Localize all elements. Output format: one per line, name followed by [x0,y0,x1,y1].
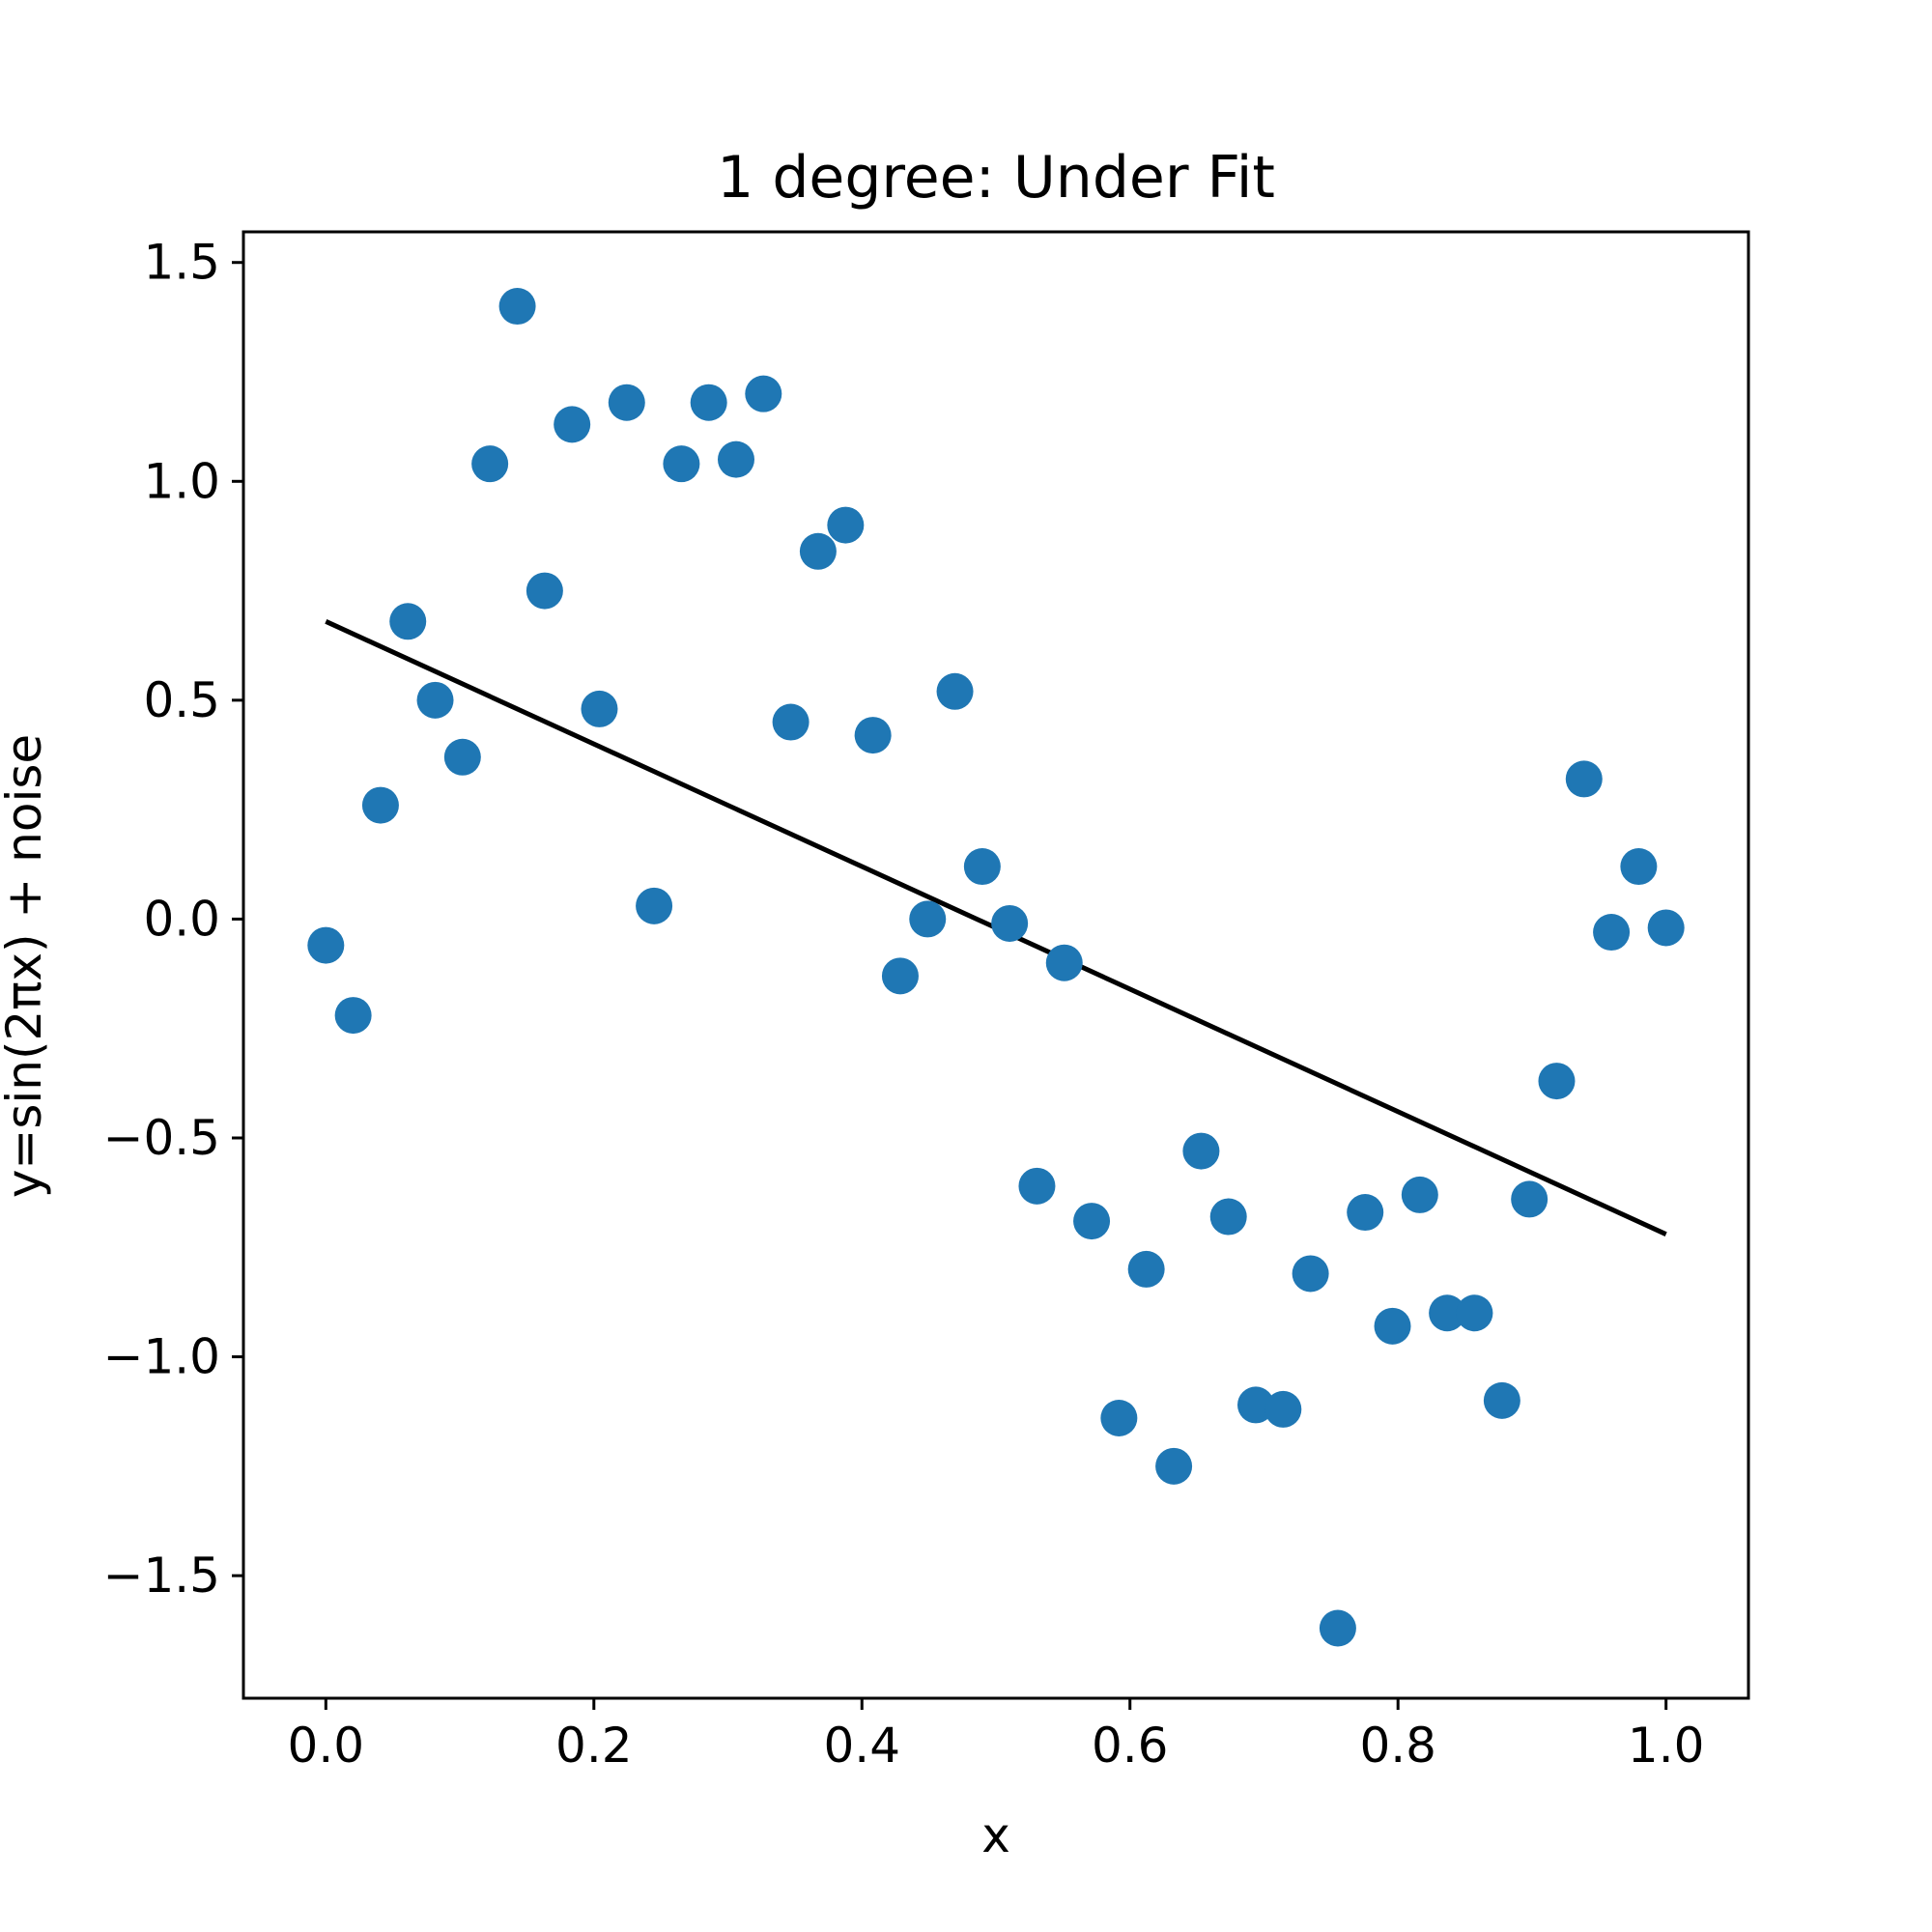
data-point [1018,1167,1056,1205]
y-tick-label: −1.5 [103,1548,220,1604]
x-tick-label: 0.6 [1092,1718,1169,1774]
data-point [1127,1250,1165,1288]
data-point [1620,848,1658,886]
data-point [636,887,673,924]
data-point [1401,1176,1438,1213]
data-point [1647,909,1685,947]
data-point [1264,1390,1302,1428]
data-point [1073,1203,1111,1240]
data-point [963,848,1001,886]
data-point [526,572,563,610]
data-point [554,406,591,443]
data-point [1429,1294,1466,1332]
data-point [1209,1198,1247,1236]
data-point [1100,1399,1138,1436]
x-tick-label: 0.8 [1359,1718,1436,1774]
data-point [361,786,399,824]
data-point [1319,1609,1356,1647]
y-tick-label: 1.5 [143,235,220,291]
data-point [307,926,345,964]
data-point [1456,1294,1493,1332]
x-axis-ticks: 0.0 0.2 0.4 0.6 0.8 1.0 [288,1698,1705,1774]
y-axis-ticks: 1.5 1.0 0.5 0.0 −0.5 −1.0 −1.5 [103,235,243,1604]
data-point [389,603,427,640]
data-point [1538,1063,1576,1100]
x-tick-label: 0.2 [555,1718,633,1774]
data-point [1182,1132,1220,1170]
y-tick-label: −1.0 [103,1329,220,1385]
y-tick-label: −0.5 [103,1110,220,1166]
y-axis-label: y=sin(2πx) + noise [0,734,52,1198]
data-point [717,440,754,478]
data-point [1292,1255,1329,1293]
data-point [1511,1180,1548,1218]
data-point [909,900,947,938]
plot-marks [307,288,1685,1647]
data-point [1593,914,1631,952]
data-point [471,445,509,483]
data-point [1565,760,1603,798]
y-tick-label: 1.0 [143,453,220,509]
data-point [443,738,481,776]
y-tick-label: 0.5 [143,672,220,728]
data-point [827,506,865,544]
data-point [936,672,974,710]
data-point [663,445,700,483]
data-point [1347,1194,1384,1232]
data-point [1155,1447,1193,1485]
data-point [991,904,1029,942]
data-point [334,997,372,1035]
data-point [745,375,782,412]
data-point [608,384,645,421]
data-point [690,384,727,421]
data-point [498,288,536,326]
data-point [1045,944,1083,981]
x-tick-label: 1.0 [1628,1718,1705,1774]
data-point [1483,1381,1520,1419]
x-tick-label: 0.4 [823,1718,900,1774]
data-point [881,957,919,995]
x-axis-label: x [981,1807,1010,1863]
x-tick-label: 0.0 [288,1718,365,1774]
data-point [799,532,837,570]
plot-frame [242,230,1750,1700]
data-point [772,703,810,741]
data-point [581,690,618,727]
data-point [1237,1386,1275,1424]
y-tick-label: 0.0 [143,891,220,947]
data-point [1374,1307,1411,1345]
chart-title: 1 degree: Under Fit [717,144,1275,212]
data-point [416,681,454,719]
data-point [854,717,892,754]
